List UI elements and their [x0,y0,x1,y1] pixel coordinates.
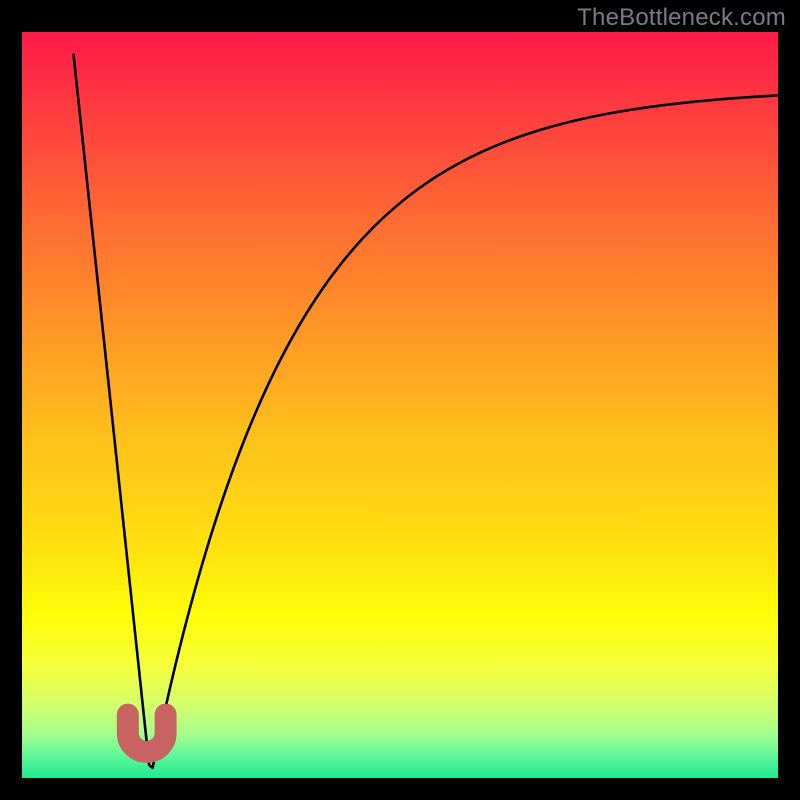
plot-background [22,32,778,778]
watermark-text: TheBottleneck.com [577,4,786,32]
plot-svg [22,32,778,778]
plot-area [22,32,778,778]
chart-container: TheBottleneck.com [0,0,800,800]
